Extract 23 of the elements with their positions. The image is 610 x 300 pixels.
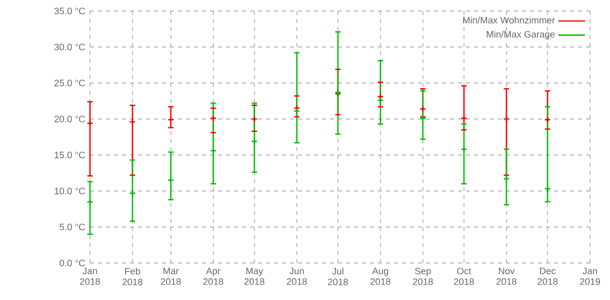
x-tick-label: Nov 2018 <box>496 268 516 285</box>
x-tick-label: Jul 2018 <box>328 268 348 286</box>
y-tick-label: 25.0 °C <box>54 80 85 86</box>
x-tick-label: Dec 2018 <box>538 268 558 285</box>
x-tick-label: Sep 2018 <box>412 268 433 285</box>
x-tick-label: Jun 2018 <box>286 268 307 285</box>
x-tick-label: Aug 2018 <box>370 268 390 285</box>
x-tick-label: Feb 2018 <box>122 268 142 286</box>
x-tick-label: Jan 2018 <box>80 268 100 285</box>
y-tick-label: 5.0 °C <box>60 224 85 230</box>
x-tick-label: Oct 2018 <box>454 268 474 285</box>
legend-label: Min/Max Wohnzimmer <box>463 16 555 24</box>
y-tick-label: 20.0 °C <box>54 116 85 122</box>
legend-label: Min/Max Garage <box>486 30 555 40</box>
x-tick-label: May 2018 <box>244 268 264 285</box>
x-tick-label: Jan 2019 <box>580 268 600 285</box>
x-tick-label: Mar 2018 <box>160 268 181 285</box>
y-tick-label: 10.0 °C <box>54 188 85 194</box>
y-tick-label: 15.0 °C <box>54 152 85 158</box>
x-tick-label: Apr 2018 <box>203 268 224 285</box>
y-tick-label: 0.0 °C <box>60 260 85 266</box>
y-tick-label: 30.0 °C <box>54 44 85 50</box>
y-tick-label: 35.0 °C <box>54 8 85 14</box>
